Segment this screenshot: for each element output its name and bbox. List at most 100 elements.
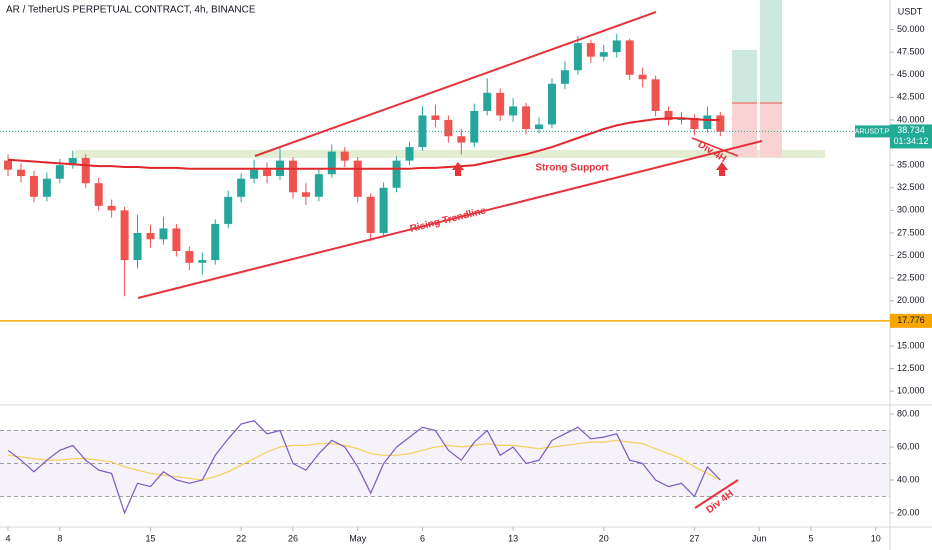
candle-body: [483, 92, 492, 111]
rsi-tick-label: 60.00: [897, 441, 920, 451]
countdown-label: 01:34:12: [893, 136, 928, 146]
y-tick-label: 42.500: [897, 92, 925, 102]
x-tick-label: Jun: [752, 533, 767, 543]
candle-body: [146, 232, 155, 240]
candle-body: [625, 40, 634, 75]
chart-title: AR / TetherUS PERPETUAL CONTRACT, 4h, BI…: [6, 5, 256, 16]
divergence-line: [691, 137, 739, 157]
x-tick-label: 20: [599, 533, 609, 543]
candle-body: [55, 165, 64, 179]
candle-body: [379, 187, 388, 233]
candle-body: [29, 176, 38, 197]
candle-body: [198, 260, 207, 263]
candle-body: [301, 192, 310, 197]
candle-body: [68, 157, 77, 166]
candle-body: [172, 228, 181, 252]
candle-body: [16, 169, 25, 177]
y-tick-label: 50.000: [897, 24, 925, 34]
candle-body: [573, 43, 582, 71]
y-tick-label: 40.000: [897, 114, 925, 124]
rsi-tick-label: 20.00: [897, 507, 920, 517]
candle-body: [418, 115, 427, 148]
candle-body: [366, 196, 375, 233]
x-tick-label: May: [349, 533, 367, 543]
candle-body: [4, 160, 13, 170]
currency: USDT: [898, 6, 923, 16]
candle-body: [444, 119, 453, 137]
y-tick-label: 30.000: [897, 205, 925, 215]
x-tick-label: 22: [236, 533, 246, 543]
x-tick-label: 27: [689, 533, 699, 543]
candle-body: [638, 74, 647, 80]
support-zone: [75, 150, 825, 158]
candle-body: [250, 169, 259, 179]
candle-body: [405, 147, 414, 161]
candle-body: [392, 160, 401, 188]
moving-average: [7, 117, 721, 170]
candle-body: [288, 160, 297, 193]
candle-body: [716, 115, 725, 132]
long-profit-zone: [732, 50, 757, 103]
candle-body: [314, 174, 323, 197]
candle-body: [120, 210, 129, 261]
candle-body: [81, 157, 90, 184]
candle-body: [185, 251, 194, 263]
candle-body: [690, 118, 699, 130]
candle-body: [703, 115, 712, 130]
candle-body: [107, 205, 116, 211]
y-tick-label: 47.500: [897, 47, 925, 57]
divergence-line: [694, 479, 739, 509]
candle-body: [547, 83, 556, 125]
plot: [0, 34, 890, 515]
channel-upper: [254, 11, 657, 157]
long-stop-zone: [760, 103, 782, 157]
x-tick-label: 10: [871, 533, 881, 543]
last-price-label: 38.734: [897, 125, 925, 135]
candle-body: [159, 228, 168, 240]
price-label-box: [890, 313, 932, 328]
candle-body: [664, 110, 673, 120]
y-tick-label: 10.000: [897, 386, 925, 396]
rsi-ma: [7, 439, 721, 481]
x-tick-label: 26: [288, 533, 298, 543]
long-profit-zone: [760, 0, 782, 103]
x-tick-label: 4: [6, 533, 11, 543]
symbol-box: [855, 125, 890, 138]
annotation: Strong Support: [535, 163, 609, 174]
candle-body: [470, 110, 479, 143]
candle-body: [224, 196, 233, 224]
drawings: [75, 0, 825, 158]
candle-body: [431, 115, 440, 120]
x-tick-label: 15: [145, 533, 155, 543]
candle-body: [535, 124, 544, 130]
arrow-up: [452, 162, 464, 176]
y-tick-label: 20.000: [897, 295, 925, 305]
y-tick-label: 15.000: [897, 340, 925, 350]
candle-body: [211, 223, 220, 261]
candle-body: [457, 136, 466, 143]
y-tick-label: 12.500: [897, 363, 925, 373]
long-stop-zone: [732, 103, 757, 157]
candle-body: [263, 169, 272, 177]
x-tick-label: 6: [420, 533, 425, 543]
candle-body: [522, 106, 531, 130]
rsi-tick-label: 80.00: [897, 408, 920, 418]
last-price-box: [890, 124, 932, 149]
price-label: 17.776: [897, 315, 925, 325]
y-tick-label: 35.000: [897, 160, 925, 170]
candle-body: [586, 43, 595, 57]
candle-body: [327, 151, 336, 175]
y-tick-label: 32.500: [897, 182, 925, 192]
candle-body: [560, 70, 569, 84]
y-tick-label: 27.500: [897, 227, 925, 237]
candle-body: [612, 40, 621, 53]
candle-body: [94, 183, 103, 206]
x-tick-label: 13: [508, 533, 518, 543]
candle-body: [651, 79, 660, 111]
candle-body: [133, 232, 142, 261]
symbol-label: ARUSDT.P: [855, 128, 890, 135]
y-tick-label: 45.000: [897, 69, 925, 79]
candle-body: [353, 160, 362, 197]
x-tick-label: 8: [57, 533, 62, 543]
